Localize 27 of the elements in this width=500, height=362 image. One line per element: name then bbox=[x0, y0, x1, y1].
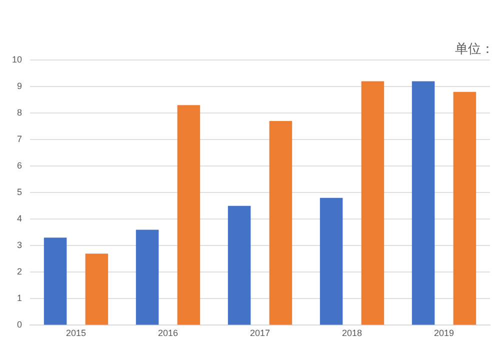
bar bbox=[269, 120, 292, 325]
y-tick-label: 8 bbox=[16, 108, 22, 118]
y-tick-label: 3 bbox=[16, 240, 22, 250]
bar bbox=[136, 230, 159, 325]
y-tick-label: 0 bbox=[16, 320, 22, 330]
x-tick-label: 2015 bbox=[66, 328, 86, 338]
y-tick-label: 5 bbox=[16, 187, 22, 198]
y-tick-label: 1 bbox=[16, 293, 22, 304]
x-tick-label: 2016 bbox=[158, 328, 178, 338]
bar bbox=[228, 206, 251, 325]
text: 单位： bbox=[455, 41, 494, 58]
x-tick-label: 2017 bbox=[250, 328, 270, 338]
y-tick-label: 9 bbox=[16, 81, 22, 92]
y-tick-label: 7 bbox=[16, 134, 22, 144]
y-tick-label: 2 bbox=[16, 266, 22, 277]
x-tick-label: 2019 bbox=[434, 328, 454, 338]
y-tick-label: 4 bbox=[16, 214, 22, 224]
y-tick-label: 10 bbox=[12, 54, 22, 64]
bar bbox=[44, 238, 67, 325]
bar bbox=[412, 81, 435, 325]
bar bbox=[177, 105, 200, 325]
bar bbox=[361, 81, 384, 325]
bar bbox=[85, 254, 108, 325]
x-tick-label: 2018 bbox=[342, 328, 362, 338]
bar bbox=[453, 92, 476, 325]
bar bbox=[320, 198, 343, 325]
y-tick-label: 6 bbox=[16, 160, 22, 171]
